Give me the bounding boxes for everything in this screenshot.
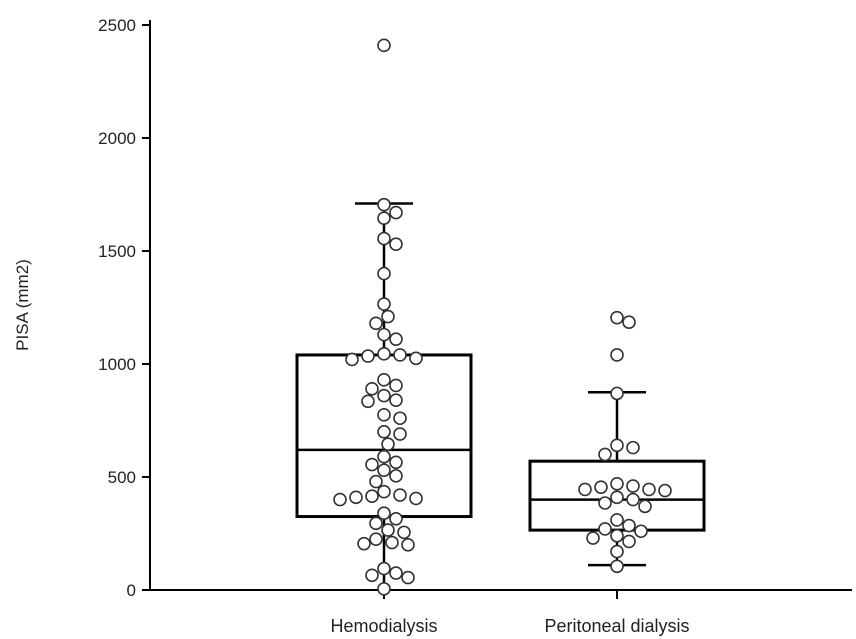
data-point bbox=[377, 506, 391, 520]
data-point bbox=[393, 488, 407, 502]
y-tick-label: 2000 bbox=[98, 129, 136, 148]
data-point bbox=[626, 440, 640, 455]
data-point bbox=[598, 447, 612, 462]
data-point bbox=[393, 427, 407, 441]
data-point bbox=[377, 38, 391, 53]
data-point bbox=[389, 378, 403, 393]
data-point bbox=[369, 516, 383, 531]
data-point bbox=[610, 513, 624, 527]
data-point bbox=[377, 463, 391, 478]
data-point bbox=[377, 231, 391, 246]
data-point bbox=[389, 566, 403, 580]
data-point bbox=[610, 438, 624, 453]
y-tick-label: 0 bbox=[127, 581, 136, 600]
y-tick-label: 500 bbox=[108, 468, 136, 487]
x-tick-label: Hemodialysis bbox=[330, 616, 437, 636]
data-point bbox=[610, 544, 624, 559]
data-point bbox=[610, 476, 624, 491]
data-point bbox=[626, 492, 640, 507]
data-point bbox=[377, 484, 391, 499]
data-point bbox=[401, 570, 415, 585]
data-point bbox=[377, 327, 391, 342]
data-point bbox=[622, 518, 636, 533]
data-point bbox=[389, 332, 403, 346]
y-tick-label: 2500 bbox=[98, 16, 136, 35]
data-point bbox=[389, 393, 403, 407]
data-point bbox=[626, 479, 640, 493]
y-tick-label: 1500 bbox=[98, 242, 136, 261]
data-point bbox=[622, 534, 636, 549]
data-point bbox=[401, 537, 415, 552]
data-point bbox=[610, 559, 624, 574]
data-point bbox=[610, 490, 624, 505]
data-point bbox=[393, 411, 407, 426]
data-point bbox=[598, 522, 612, 536]
data-point bbox=[409, 351, 423, 366]
data-point bbox=[578, 482, 592, 497]
data-point bbox=[658, 483, 672, 498]
data-point bbox=[610, 348, 624, 362]
data-point bbox=[586, 531, 600, 545]
data-point bbox=[365, 568, 379, 583]
data-point bbox=[377, 561, 391, 576]
data-point bbox=[377, 347, 391, 361]
y-axis-label: PISA (mm2) bbox=[13, 259, 32, 351]
data-point bbox=[642, 482, 656, 497]
data-point bbox=[610, 528, 624, 543]
data-point bbox=[389, 205, 403, 220]
data-point bbox=[381, 309, 395, 324]
data-point bbox=[610, 386, 624, 401]
y-tick-label: 1000 bbox=[98, 355, 136, 374]
data-point bbox=[377, 388, 391, 403]
data-point bbox=[369, 532, 383, 546]
data-point bbox=[377, 266, 391, 281]
data-point bbox=[365, 489, 379, 504]
data-point bbox=[389, 237, 403, 252]
data-point bbox=[377, 424, 391, 439]
data-point bbox=[610, 310, 624, 325]
data-point bbox=[377, 373, 391, 387]
data-point bbox=[377, 197, 391, 212]
data-point bbox=[381, 437, 395, 452]
data-point bbox=[385, 535, 399, 550]
data-point bbox=[349, 490, 363, 505]
data-point bbox=[357, 536, 371, 551]
data-point bbox=[361, 394, 375, 409]
data-point bbox=[377, 449, 391, 464]
data-point bbox=[333, 492, 347, 507]
x-tick-label: Peritoneal dialysis bbox=[544, 616, 689, 636]
axes: 0 500 1000 1500 2000 2500 Hemodialysis Peritone… bbox=[98, 16, 852, 636]
data-points bbox=[333, 38, 672, 596]
data-point bbox=[622, 315, 636, 329]
data-point bbox=[638, 499, 652, 514]
data-point bbox=[369, 316, 383, 331]
data-point bbox=[393, 348, 407, 362]
data-point bbox=[409, 491, 423, 506]
data-point bbox=[389, 512, 403, 526]
data-point bbox=[381, 523, 395, 537]
data-point bbox=[397, 525, 411, 540]
data-point bbox=[377, 297, 391, 311]
data-point bbox=[377, 582, 391, 596]
data-point bbox=[365, 382, 379, 396]
data-point bbox=[361, 349, 375, 363]
data-point bbox=[377, 211, 391, 226]
data-point bbox=[389, 455, 403, 470]
data-point bbox=[634, 524, 648, 539]
data-point bbox=[377, 408, 391, 422]
data-point bbox=[369, 474, 383, 489]
data-point bbox=[389, 469, 403, 483]
data-point bbox=[365, 457, 379, 472]
data-point bbox=[598, 496, 612, 510]
data-point bbox=[345, 352, 359, 367]
data-point bbox=[594, 480, 608, 494]
